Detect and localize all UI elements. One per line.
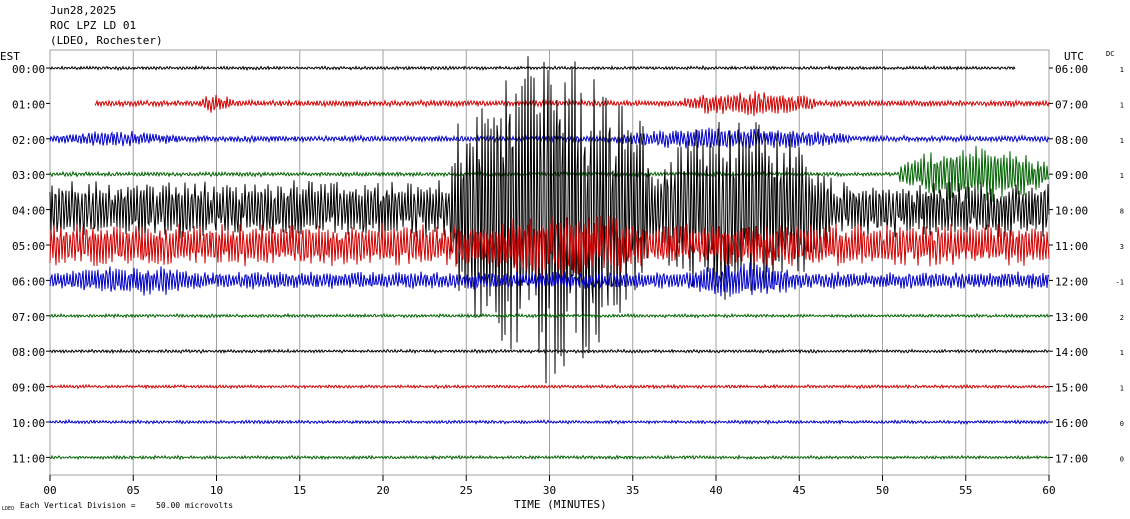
header-date: Jun28,2025	[50, 4, 117, 17]
x-tick-label: 30	[543, 484, 556, 497]
est-label: 04:00	[12, 205, 45, 218]
dc-title: DC	[1106, 50, 1114, 58]
trace-0400	[49, 56, 1050, 384]
dc-label: 8	[1120, 208, 1124, 216]
dc-label: 0	[1120, 420, 1124, 428]
trace-0500	[49, 215, 1050, 279]
est-label: 01:00	[12, 98, 45, 111]
est-label: 03:00	[12, 169, 45, 182]
dc-label: -1	[1116, 278, 1124, 286]
trace-0300	[49, 145, 1050, 202]
utc-label: 13:00	[1055, 311, 1088, 324]
utc-label: 09:00	[1055, 169, 1088, 182]
scale-logo: LDEO	[2, 506, 14, 512]
trace-0200	[49, 127, 1050, 150]
x-tick-label: 00	[43, 484, 56, 497]
utc-label: 11:00	[1055, 240, 1088, 253]
x-tick-label: 10	[210, 484, 223, 497]
x-tick-label: 60	[1042, 484, 1055, 497]
est-label: 08:00	[12, 346, 45, 359]
utc-label: 06:00	[1055, 63, 1088, 76]
x-tick-label: 40	[709, 484, 722, 497]
header-station: ROC LPZ LD 01	[50, 19, 137, 32]
trace-0900	[49, 383, 1050, 390]
utc-label: 08:00	[1055, 134, 1088, 147]
utc-label: 15:00	[1055, 382, 1088, 395]
trace-1000	[49, 418, 1050, 426]
utc-label: 12:00	[1055, 275, 1088, 288]
x-axis-label: TIME (MINUTES)	[514, 498, 607, 511]
trace-0000	[49, 64, 1016, 72]
x-tick-label: 05	[127, 484, 140, 497]
dc-label: 0	[1120, 455, 1124, 463]
est-label: 05:00	[12, 240, 45, 253]
x-tick-label: 45	[793, 484, 806, 497]
dc-label: 3	[1120, 243, 1124, 251]
dc-label: 1	[1120, 349, 1124, 357]
chart-grid	[46, 49, 1053, 481]
est-label: 02:00	[12, 134, 45, 147]
dc-label: 1	[1120, 172, 1124, 180]
est-label: 06:00	[12, 275, 45, 288]
utc-label: 07:00	[1055, 98, 1088, 111]
utc-label: 14:00	[1055, 346, 1088, 359]
utc-label: 16:00	[1055, 417, 1088, 430]
trace-0800	[49, 348, 1050, 355]
est-label: 11:00	[12, 452, 45, 465]
x-tick-label: 25	[460, 484, 473, 497]
trace-1100	[49, 454, 1050, 461]
x-tick-label: 55	[959, 484, 972, 497]
est-label: 07:00	[12, 311, 45, 324]
est-label: 00:00	[12, 63, 45, 76]
dc-label: 1	[1120, 385, 1124, 393]
chart-labels: EST UTC DC TIME (MINUTES) LDEO Each Vert…	[0, 50, 1124, 512]
seismic-traces	[49, 56, 1050, 461]
scale-text: Each Vertical Division =	[20, 501, 136, 510]
header-network: (LDEO, Rochester)	[50, 34, 163, 47]
dc-label: 2	[1120, 314, 1124, 322]
utc-label: 10:00	[1055, 205, 1088, 218]
x-tick-label: 50	[876, 484, 889, 497]
scale-value: 50.00 microvolts	[156, 501, 233, 510]
x-tick-label: 20	[376, 484, 389, 497]
x-tick-label: 15	[293, 484, 306, 497]
trace-0600	[49, 262, 1050, 297]
utc-label: 17:00	[1055, 452, 1088, 465]
right-axis-title: UTC	[1064, 50, 1084, 63]
trace-0700	[49, 312, 1050, 319]
est-label: 09:00	[12, 382, 45, 395]
est-label: 10:00	[12, 417, 45, 430]
dc-label: 1	[1120, 66, 1124, 74]
dc-label: 1	[1120, 101, 1124, 109]
left-axis-title: EST	[0, 50, 20, 63]
dc-label: 1	[1120, 137, 1124, 145]
x-tick-label: 35	[626, 484, 639, 497]
